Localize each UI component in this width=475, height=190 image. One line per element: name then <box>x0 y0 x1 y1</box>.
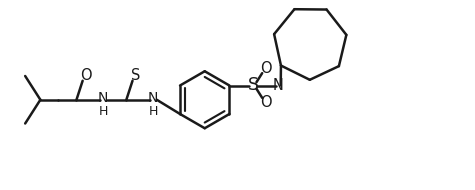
Text: H: H <box>98 105 108 118</box>
Text: S: S <box>247 77 259 94</box>
Text: H: H <box>148 105 158 118</box>
Text: N: N <box>273 78 284 93</box>
Text: N: N <box>98 91 108 105</box>
Text: N: N <box>148 91 158 105</box>
Text: O: O <box>260 95 271 110</box>
Text: S: S <box>131 68 141 82</box>
Text: O: O <box>260 61 271 76</box>
Text: O: O <box>80 68 92 82</box>
